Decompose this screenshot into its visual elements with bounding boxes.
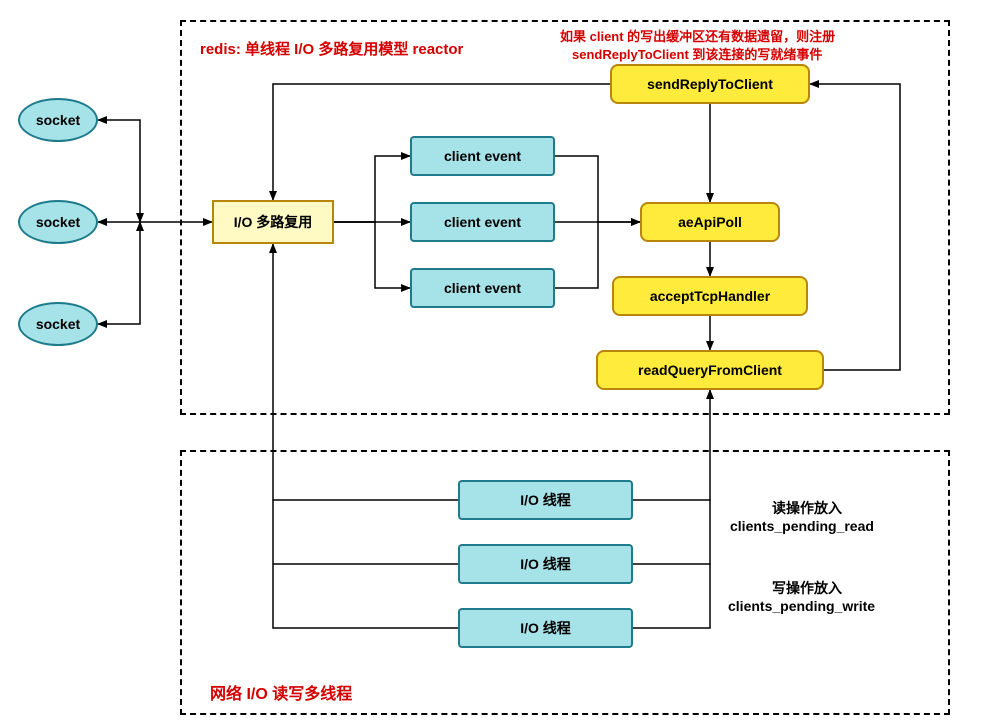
write-label-2: clients_pending_write [728, 598, 875, 614]
node-io3: I/O 线程 [458, 608, 633, 648]
edge [98, 222, 140, 324]
edge [633, 564, 710, 628]
read-label-1: 读操作放入 [772, 498, 842, 518]
edge [98, 120, 140, 222]
node-aeApiPoll: aeApiPoll [640, 202, 780, 242]
node-io1: I/O 线程 [458, 480, 633, 520]
node-ce3: client event [410, 268, 555, 308]
note-line2: sendReplyToClient 到该连接的写就绪事件 [572, 44, 822, 63]
title-top: redis: 单线程 I/O 多路复用模型 reactor [200, 38, 463, 59]
node-io2: I/O 线程 [458, 544, 633, 584]
edge [555, 222, 598, 288]
node-ce2: client event [410, 202, 555, 242]
title-bottom: 网络 I/O 读写多线程 [210, 680, 352, 704]
node-socket2: socket [18, 200, 98, 244]
node-ce1: client event [410, 136, 555, 176]
note-line1: 如果 client 的写出缓冲区还有数据遗留，则注册 [560, 26, 835, 45]
node-sendReply: sendReplyToClient [610, 64, 810, 104]
write-label-1: 写操作放入 [772, 578, 842, 598]
node-readQuery: readQueryFromClient [596, 350, 824, 390]
edge [334, 156, 410, 222]
edge [555, 156, 640, 222]
node-socket3: socket [18, 302, 98, 346]
node-socket1: socket [18, 98, 98, 142]
edge [810, 84, 900, 370]
edge [633, 390, 710, 500]
node-iomux: I/O 多路复用 [212, 200, 334, 244]
node-acceptTcp: acceptTcpHandler [612, 276, 808, 316]
edge [334, 222, 410, 288]
read-label-2: clients_pending_read [730, 518, 874, 534]
edge [633, 500, 710, 564]
